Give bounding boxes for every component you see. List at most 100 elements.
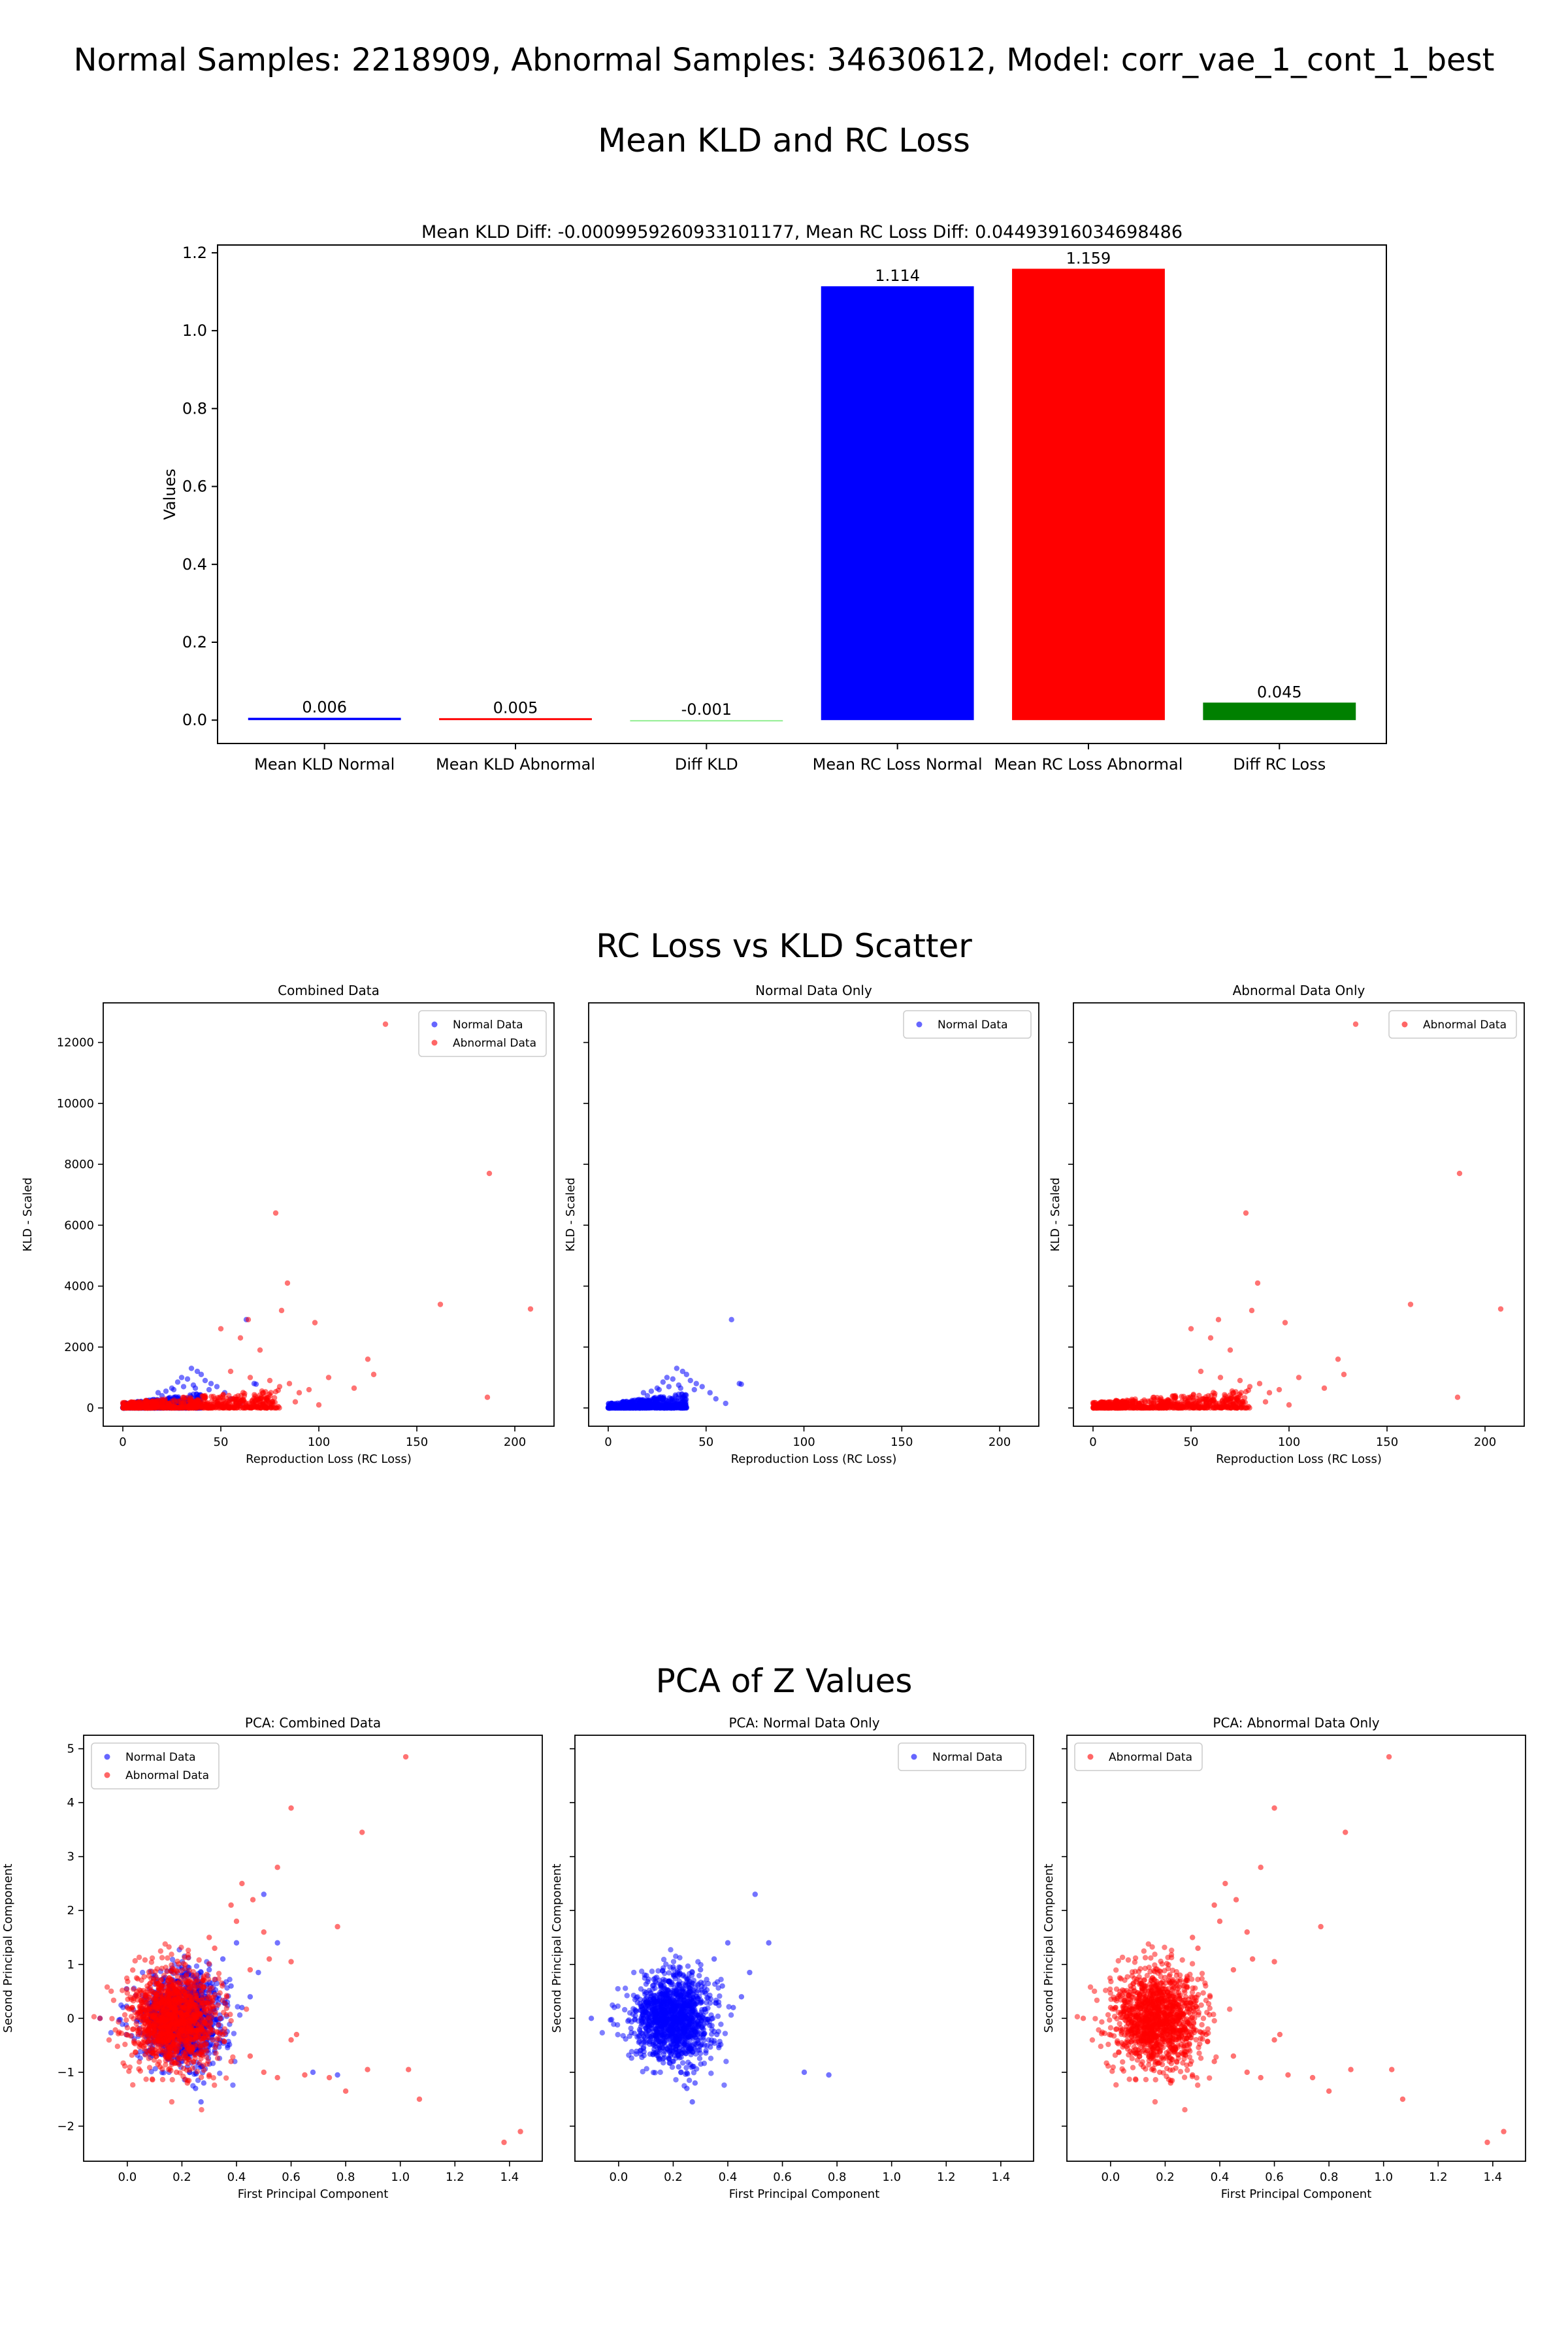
legend-marker: [916, 1021, 923, 1028]
bar: [1203, 702, 1356, 721]
abnormal-point: [1217, 1375, 1224, 1380]
abnormal-point: [292, 1399, 299, 1405]
points-layer: [91, 1754, 523, 2146]
abnormal-point: [437, 1301, 444, 1307]
normal-point: [674, 1365, 680, 1371]
abnormal-point: [122, 2041, 128, 2048]
normal-point: [640, 1403, 646, 1409]
abnormal-point: [1219, 1397, 1226, 1403]
abnormal-point: [180, 2065, 187, 2072]
normal-point: [687, 1377, 693, 1384]
normal-point: [235, 2004, 240, 2010]
x-tick-label: Mean RC Loss Normal: [813, 755, 983, 774]
x-tick-label: 150: [406, 1435, 428, 1449]
normal-point: [645, 1403, 651, 1409]
abnormal-point: [114, 2044, 121, 2050]
abnormal-point: [1188, 1326, 1194, 1332]
abnormal-point: [247, 1375, 253, 1380]
abnormal-point: [266, 1391, 272, 1397]
abnormal-point: [1266, 1390, 1273, 1396]
x-tick-label: Diff KLD: [675, 755, 738, 774]
abnormal-point: [365, 1356, 371, 1362]
x-tick-label: 100: [792, 1435, 815, 1449]
abnormal-point: [221, 2026, 228, 2032]
normal-point: [274, 1940, 280, 1946]
abnormal-point: [230, 2054, 236, 2060]
abnormal-point: [123, 1975, 130, 1982]
normal-point: [239, 2004, 245, 2010]
normal-point: [606, 1401, 612, 1407]
x-tick-label: Diff RC Loss: [1233, 755, 1326, 774]
normal-point: [230, 2082, 236, 2088]
abnormal-point: [267, 1377, 273, 1384]
abnormal-point: [1114, 1401, 1120, 1407]
y-tick-label: 0.2: [182, 633, 207, 651]
legend-marker: [431, 1021, 438, 1028]
abnormal-point: [203, 2054, 210, 2060]
abnormal-point: [1105, 1405, 1111, 1411]
abnormal-point: [1286, 1402, 1292, 1408]
y-tick-label: 6000: [64, 1218, 94, 1232]
normal-point: [644, 1393, 651, 1399]
abnormal-point: [163, 2062, 169, 2068]
bar-value-label: 0.006: [302, 698, 347, 717]
abnormal-point: [306, 1386, 312, 1393]
normal-point: [137, 2049, 144, 2055]
abnormal-point: [1456, 1170, 1463, 1177]
abnormal-point: [186, 2067, 193, 2073]
abnormal-point: [212, 1396, 218, 1402]
abnormal-point: [351, 1385, 357, 1391]
bar-value-label: 1.114: [875, 267, 920, 285]
abnormal-point: [1175, 1404, 1181, 1410]
x-tick-label: 100: [308, 1435, 330, 1449]
y-axis-label: KLD - Scaled: [564, 1177, 578, 1251]
abnormal-point: [1232, 1405, 1238, 1411]
points-layer: [120, 1021, 534, 1411]
abnormal-point: [1341, 1371, 1347, 1377]
abnormal-point: [1109, 1403, 1116, 1409]
bar-chart: Mean KLD Diff: -0.0009959260933101177, M…: [161, 222, 1387, 774]
abnormal-point: [1168, 1401, 1175, 1407]
abnormal-point: [1164, 1405, 1170, 1411]
abnormal-point: [188, 1399, 195, 1405]
y-tick-label: 0.4: [182, 555, 207, 574]
abnormal-point: [167, 1976, 174, 1982]
normal-point: [683, 1396, 689, 1403]
y-tick-label: 0: [87, 1401, 94, 1415]
abnormal-point: [272, 1210, 279, 1216]
normal-point: [675, 1395, 681, 1401]
normal-point: [155, 1390, 161, 1396]
normal-point: [180, 1384, 187, 1390]
bar-chart-ylabel: Values: [161, 468, 179, 519]
normal-point: [676, 1405, 682, 1411]
abnormal-point: [284, 1280, 291, 1286]
abnormal-point: [1321, 1385, 1328, 1391]
normal-point: [225, 2042, 231, 2049]
legend-frame: [1388, 1010, 1517, 1039]
panel-frame: [588, 1002, 1039, 1427]
section-title-scatter: RC Loss vs KLD Scatter: [596, 927, 972, 965]
abnormal-point: [1149, 1400, 1155, 1407]
abnormal-point: [123, 1986, 130, 1992]
abnormal-point: [186, 1405, 192, 1411]
normal-point: [237, 2012, 243, 2018]
x-tick-label: 100: [1278, 1435, 1300, 1449]
normal-point: [217, 2070, 223, 2076]
normal-point: [255, 1969, 261, 1976]
y-axis-label: KLD - Scaled: [21, 1177, 35, 1251]
normal-point: [206, 1967, 212, 1973]
abnormal-point: [1256, 1380, 1263, 1386]
normal-point: [247, 1994, 253, 2000]
abnormal-point: [1129, 1402, 1135, 1408]
abnormal-point: [1236, 1391, 1243, 1397]
normal-point: [713, 1396, 719, 1402]
bar-value-label: 0.005: [493, 698, 538, 717]
normal-point: [108, 2030, 114, 2036]
normal-point: [728, 1316, 734, 1323]
abnormal-point: [132, 1958, 138, 1964]
normal-point: [198, 2099, 204, 2105]
normal-point: [118, 2002, 124, 2008]
